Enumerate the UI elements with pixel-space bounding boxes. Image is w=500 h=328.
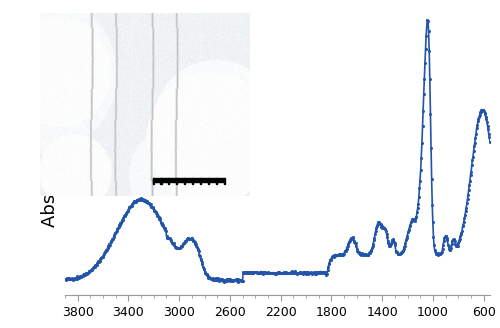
Bar (184, 178, 185, 184)
Bar (208, 178, 209, 184)
Bar (160, 178, 162, 184)
Y-axis label: Absorbance (AU): Absorbance (AU) (42, 75, 60, 227)
Bar (200, 178, 201, 184)
Bar (176, 178, 178, 184)
Bar (168, 178, 170, 184)
Bar (152, 178, 154, 184)
Bar (192, 178, 193, 184)
Bar (216, 178, 217, 184)
Bar (153, 178, 224, 182)
